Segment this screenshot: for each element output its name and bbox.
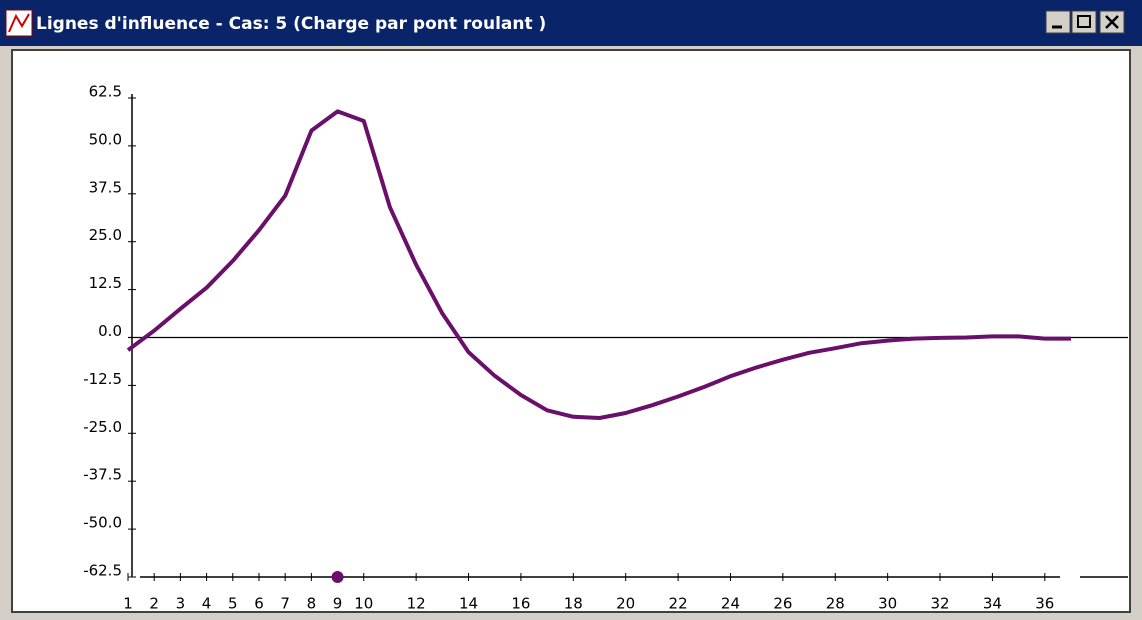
y-tick-label: -62.5 bbox=[83, 562, 122, 580]
data-line bbox=[126, 109, 1071, 420]
x-tick-label: 5 bbox=[228, 595, 238, 613]
x-tick-label: 8 bbox=[307, 595, 317, 613]
window-title: Lignes d'influence - Cas: 5 (Charge par … bbox=[36, 14, 546, 34]
selected-position bbox=[331, 571, 344, 583]
y-tick-label: 37.5 bbox=[89, 178, 122, 196]
y-tick-label: 25.0 bbox=[89, 226, 122, 244]
y-tick-label: 50.0 bbox=[89, 130, 122, 148]
maximize-glyph bbox=[1077, 15, 1091, 28]
y-tick-label: -25.0 bbox=[83, 418, 122, 436]
x-tick-label: 4 bbox=[202, 595, 212, 613]
x-tick-label: 24 bbox=[721, 595, 740, 613]
x-tick-label: 30 bbox=[878, 595, 897, 613]
y-tick-label: 62.5 bbox=[89, 83, 122, 101]
plot-panel bbox=[11, 49, 1131, 613]
y-tick-label: -37.5 bbox=[83, 466, 122, 484]
x-tick-label: 7 bbox=[280, 595, 290, 613]
x-tick-label: 3 bbox=[176, 595, 186, 613]
x-tick-label: 18 bbox=[564, 595, 583, 613]
x-tick-label: 14 bbox=[459, 595, 478, 613]
x-tick-label: 2 bbox=[149, 595, 159, 613]
x-tick-label: 20 bbox=[616, 595, 635, 613]
x-tick-label: 22 bbox=[669, 595, 688, 613]
x-tick-label: 1 bbox=[123, 595, 133, 613]
minimize-button[interactable] bbox=[1045, 10, 1071, 34]
window-buttons[interactable] bbox=[1045, 10, 1125, 34]
title-bar bbox=[0, 0, 1142, 46]
x-tick-label: 12 bbox=[407, 595, 426, 613]
x-tick-label: 36 bbox=[1035, 595, 1054, 613]
maximize-button[interactable] bbox=[1071, 10, 1097, 34]
x-tick-label: 26 bbox=[773, 595, 792, 613]
y-tick-label: 0.0 bbox=[98, 322, 122, 340]
y-tick-label: -50.0 bbox=[83, 514, 122, 532]
y-tick-label: -12.5 bbox=[83, 370, 122, 388]
y-tick-label: 12.5 bbox=[89, 274, 122, 292]
plot: 62.5 50.0 37.5 25.0 12.5 0.0 -12.5 -25.0 -37.5 -5… bbox=[83, 83, 1128, 613]
x-tick-label: 34 bbox=[983, 595, 1002, 613]
close-glyph bbox=[1105, 15, 1119, 29]
x-tick-label: 9 bbox=[333, 595, 343, 613]
x-tick-label: 10 bbox=[354, 595, 373, 613]
x-tick-label: 16 bbox=[511, 595, 530, 613]
x-tick-label: 28 bbox=[826, 595, 845, 613]
x-tick-label: 32 bbox=[930, 595, 949, 613]
x-tick-label: 6 bbox=[254, 595, 264, 613]
icon-graph bbox=[8, 13, 30, 33]
